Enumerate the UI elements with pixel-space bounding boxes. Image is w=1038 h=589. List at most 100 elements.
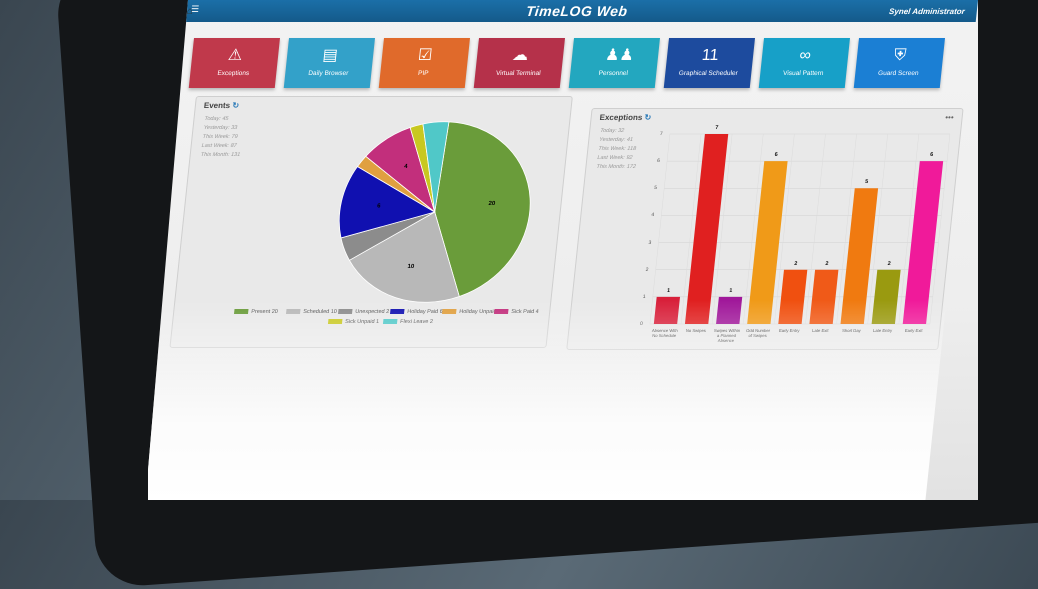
- tile-graphical-scheduler[interactable]: 11 Graphical Scheduler: [663, 38, 756, 88]
- legend-label: Unexpected 2: [354, 309, 390, 315]
- x-tick-label: Swipes Within a Planned Absence: [713, 328, 741, 343]
- events-pie-chart: 20 10 6 4: [337, 121, 539, 303]
- x-tick-label: Early Exit: [904, 328, 923, 333]
- legend-item[interactable]: Holiday Paid 6: [389, 309, 443, 315]
- legend-item[interactable]: Present 20: [233, 309, 279, 315]
- y-tick-label: 2: [645, 266, 649, 273]
- pie-value-label: 6: [377, 203, 382, 209]
- pie-value-label: 20: [488, 201, 496, 207]
- legend-swatch: [285, 309, 301, 315]
- user-name[interactable]: Synel Administrator: [888, 7, 966, 16]
- bar-short-day[interactable]: [840, 188, 879, 324]
- bar-absence-with-no-schedule[interactable]: [653, 296, 681, 325]
- cloud-icon: ☁: [511, 47, 530, 64]
- people-icon: ♟♟: [604, 47, 635, 64]
- y-tick-label: 4: [651, 212, 655, 219]
- x-tick-label: Odd Number of Swipes: [745, 328, 771, 338]
- x-tick-label: Absence With No Schedule: [651, 328, 678, 338]
- bar-value-label: 1: [666, 287, 671, 294]
- y-tick-label: 7: [659, 131, 664, 137]
- legend-label: Sick Unpaid 1: [344, 319, 380, 325]
- bar-early-entry[interactable]: [778, 269, 808, 324]
- y-tick-label: 3: [648, 239, 652, 246]
- grid-line: [867, 134, 888, 324]
- legend-swatch: [327, 319, 343, 325]
- bar-value-label: 1: [728, 287, 733, 294]
- bar-early-exit[interactable]: [902, 161, 944, 325]
- tile-visual-pattern[interactable]: ∞ Visual Pattern: [758, 38, 851, 88]
- grid-line: [649, 134, 671, 324]
- pie-slice-scheduled[interactable]: [345, 211, 468, 303]
- title-bar: ☰ TimeLOG Web Synel Administrator: [175, 0, 978, 22]
- browser-icon: ▤: [321, 47, 339, 64]
- tile-guard-screen[interactable]: ⛨ Guard Screen: [853, 38, 946, 88]
- x-tick-label: Early Entry: [778, 328, 800, 333]
- bar-value-label: 2: [793, 260, 798, 267]
- tile-label: PIP: [417, 70, 429, 77]
- bar-late-entry[interactable]: [871, 269, 901, 324]
- tile-bar: ⚠ Exceptions ▤ Daily Browser ☑ PIP ☁ Virtual Te…: [187, 30, 974, 100]
- bar-value-label: 6: [929, 152, 934, 159]
- tile-label: Personnel: [598, 70, 629, 77]
- x-tick-label: No Swipes: [685, 328, 707, 333]
- legend-swatch: [389, 309, 405, 315]
- tile-label: Exceptions: [217, 70, 250, 77]
- legend-swatch: [382, 319, 398, 325]
- y-tick-label: 6: [656, 158, 661, 165]
- y-tick-label: 5: [653, 185, 658, 192]
- bar-odd-number-of-swipes[interactable]: [747, 161, 788, 325]
- tile-label: Graphical Scheduler: [678, 70, 739, 77]
- bar-value-label: 6: [774, 152, 778, 159]
- grid-line: [711, 134, 733, 324]
- legend-item[interactable]: Holiday Unpaid 1: [441, 309, 501, 315]
- tile-label: Visual Pattern: [782, 70, 824, 77]
- exceptions-bar-chart: [649, 133, 951, 325]
- bar-late-exit[interactable]: [809, 269, 839, 324]
- grid-line: [929, 134, 951, 324]
- tile-virtual-terminal[interactable]: ☁ Virtual Terminal: [473, 38, 566, 88]
- tile-pip[interactable]: ☑ PIP: [378, 38, 471, 88]
- screen: ☰ TimeLOG Web Synel Administrator ⌂ ⚠ Exc…: [148, 0, 978, 500]
- events-panel: Events ↻ Today: 45 Yesterday: 33 This Week…: [169, 96, 573, 348]
- pie-slice-holiday-paid[interactable]: [337, 165, 440, 239]
- pie-slice-flexi-leave[interactable]: [414, 121, 450, 213]
- tile-daily-browser[interactable]: ▤ Daily Browser: [283, 38, 376, 88]
- bar-value-label: 2: [825, 260, 829, 267]
- tile-personnel[interactable]: ♟♟ Personnel: [568, 38, 661, 88]
- bar-value-label: 7: [714, 125, 719, 131]
- calendar-check-icon: ☑: [417, 47, 434, 64]
- legend-swatch: [493, 309, 509, 315]
- grid-line: [805, 134, 826, 324]
- legend-swatch: [337, 309, 353, 315]
- pie-value-label: 4: [404, 164, 409, 170]
- bar-swipes-within-a-planned-absence[interactable]: [716, 296, 743, 325]
- legend-swatch: [441, 309, 457, 315]
- legend-item[interactable]: Flexi Leave 2: [382, 319, 434, 325]
- legend-label: Flexi Leave 2: [399, 319, 434, 325]
- tile-label: Daily Browser: [307, 70, 349, 77]
- legend-label: Holiday Paid 6: [406, 309, 443, 315]
- legend-item[interactable]: Scheduled 10: [285, 309, 338, 315]
- exceptions-panel: Exceptions ↻ ••• Today: 32 Yesterday: 41 T…: [566, 108, 964, 350]
- bar-no-swipes[interactable]: [684, 134, 729, 324]
- grid-line: [836, 134, 857, 324]
- events-legend: Present 20 Scheduled 10 Unexpected 2 Holida…: [231, 309, 554, 339]
- bar-value-label: 2: [887, 260, 891, 267]
- pie-slice-present[interactable]: [426, 121, 539, 297]
- grid-line: [680, 134, 702, 324]
- app-window: ☰ TimeLOG Web Synel Administrator ⌂ ⚠ Exc…: [148, 0, 978, 500]
- pie-value-label: 10: [407, 264, 415, 270]
- grid-line: [898, 134, 920, 324]
- legend-swatch: [233, 309, 249, 315]
- bar-value-label: 5: [864, 179, 869, 186]
- x-tick-label: Late Entry: [872, 328, 893, 333]
- legend-item[interactable]: Unexpected 2: [337, 309, 390, 315]
- legend-item[interactable]: Sick Unpaid 1: [327, 319, 380, 325]
- legend-label: Sick Paid 4: [510, 309, 540, 315]
- legend-label: Scheduled 10: [302, 309, 338, 315]
- tile-exceptions[interactable]: ⚠ Exceptions: [188, 38, 281, 88]
- calendar-11-icon: 11: [700, 47, 720, 64]
- legend-label: Present 20: [250, 309, 279, 315]
- legend-item[interactable]: Sick Paid 4: [493, 309, 540, 315]
- shield-monitor-icon: ⛨: [893, 47, 908, 64]
